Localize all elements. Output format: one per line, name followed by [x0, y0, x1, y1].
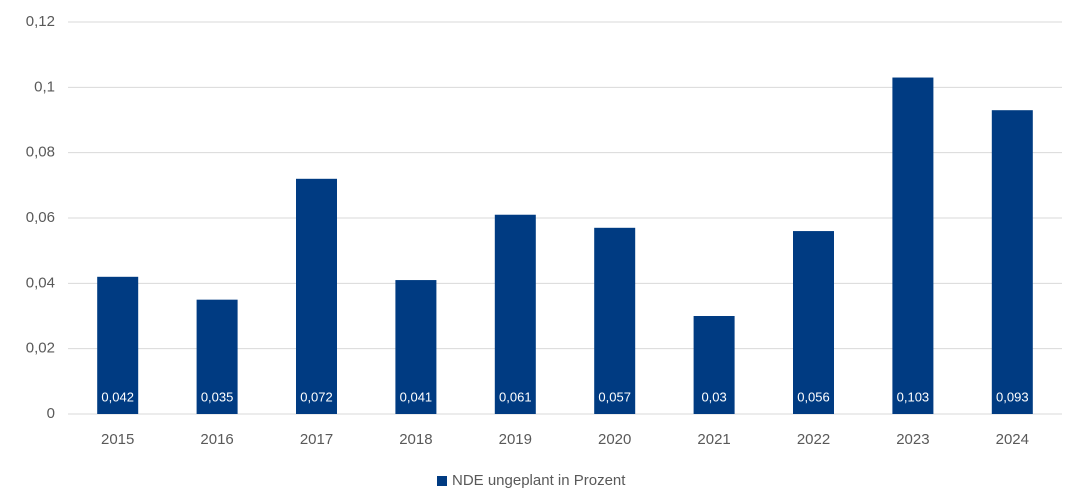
data-label: 0,093 — [996, 389, 1029, 404]
bar — [494, 214, 536, 414]
bar — [196, 299, 238, 414]
y-tick-label: 0 — [47, 405, 55, 422]
data-label: 0,042 — [101, 389, 134, 404]
y-tick-label: 0,12 — [26, 13, 55, 30]
bar — [97, 276, 139, 414]
bar — [296, 178, 337, 414]
data-label: 0,03 — [701, 389, 726, 404]
bar — [991, 110, 1033, 414]
x-tick-label: 2020 — [598, 431, 631, 448]
x-tick-label: 2015 — [101, 431, 134, 448]
data-label: 0,072 — [300, 389, 333, 404]
bar — [793, 231, 834, 414]
data-label: 0,057 — [598, 389, 631, 404]
x-tick-label: 2017 — [300, 431, 333, 448]
x-tick-label: 2022 — [797, 431, 830, 448]
legend-swatch — [437, 476, 447, 486]
bar — [693, 316, 735, 414]
x-tick-label: 2019 — [499, 431, 532, 448]
y-tick-label: 0,04 — [26, 274, 55, 291]
y-tick-label: 0,02 — [26, 340, 55, 357]
bar — [395, 280, 437, 414]
bar — [892, 77, 934, 415]
data-label: 0,103 — [897, 389, 930, 404]
y-tick-label: 0,1 — [34, 78, 55, 95]
data-label: 0,035 — [201, 389, 234, 404]
x-tick-label: 2018 — [399, 431, 432, 448]
x-tick-label: 2024 — [996, 431, 1029, 448]
x-tick-label: 2016 — [200, 431, 233, 448]
x-tick-label: 2023 — [896, 431, 929, 448]
y-tick-label: 0,08 — [26, 144, 55, 161]
data-label: 0,061 — [499, 389, 532, 404]
y-tick-label: 0,06 — [26, 209, 55, 226]
data-label: 0,041 — [400, 389, 433, 404]
x-tick-label: 2021 — [697, 431, 730, 448]
legend-label: NDE ungeplant in Prozent — [452, 472, 626, 489]
data-label: 0,056 — [797, 389, 830, 404]
bar — [594, 227, 636, 414]
